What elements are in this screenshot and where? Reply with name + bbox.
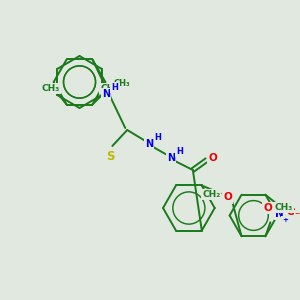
Text: H: H <box>176 146 183 155</box>
Text: N: N <box>145 139 153 149</box>
Text: S: S <box>106 149 115 163</box>
Text: +: + <box>282 217 288 223</box>
Text: N: N <box>102 89 110 99</box>
Text: O: O <box>287 207 296 217</box>
Text: CH₃: CH₃ <box>42 84 60 93</box>
Text: CH₃: CH₃ <box>113 79 130 88</box>
Text: O: O <box>223 193 232 202</box>
Text: CH₃: CH₃ <box>100 84 118 93</box>
Text: O: O <box>208 153 217 163</box>
Text: CH₂: CH₂ <box>202 190 220 199</box>
Text: ⁻: ⁻ <box>295 211 300 221</box>
Text: CH₃: CH₃ <box>274 203 292 212</box>
Text: H: H <box>111 83 118 92</box>
Text: H: H <box>154 133 161 142</box>
Text: N: N <box>167 153 175 163</box>
Text: O: O <box>263 203 272 213</box>
Text: N: N <box>275 209 284 219</box>
